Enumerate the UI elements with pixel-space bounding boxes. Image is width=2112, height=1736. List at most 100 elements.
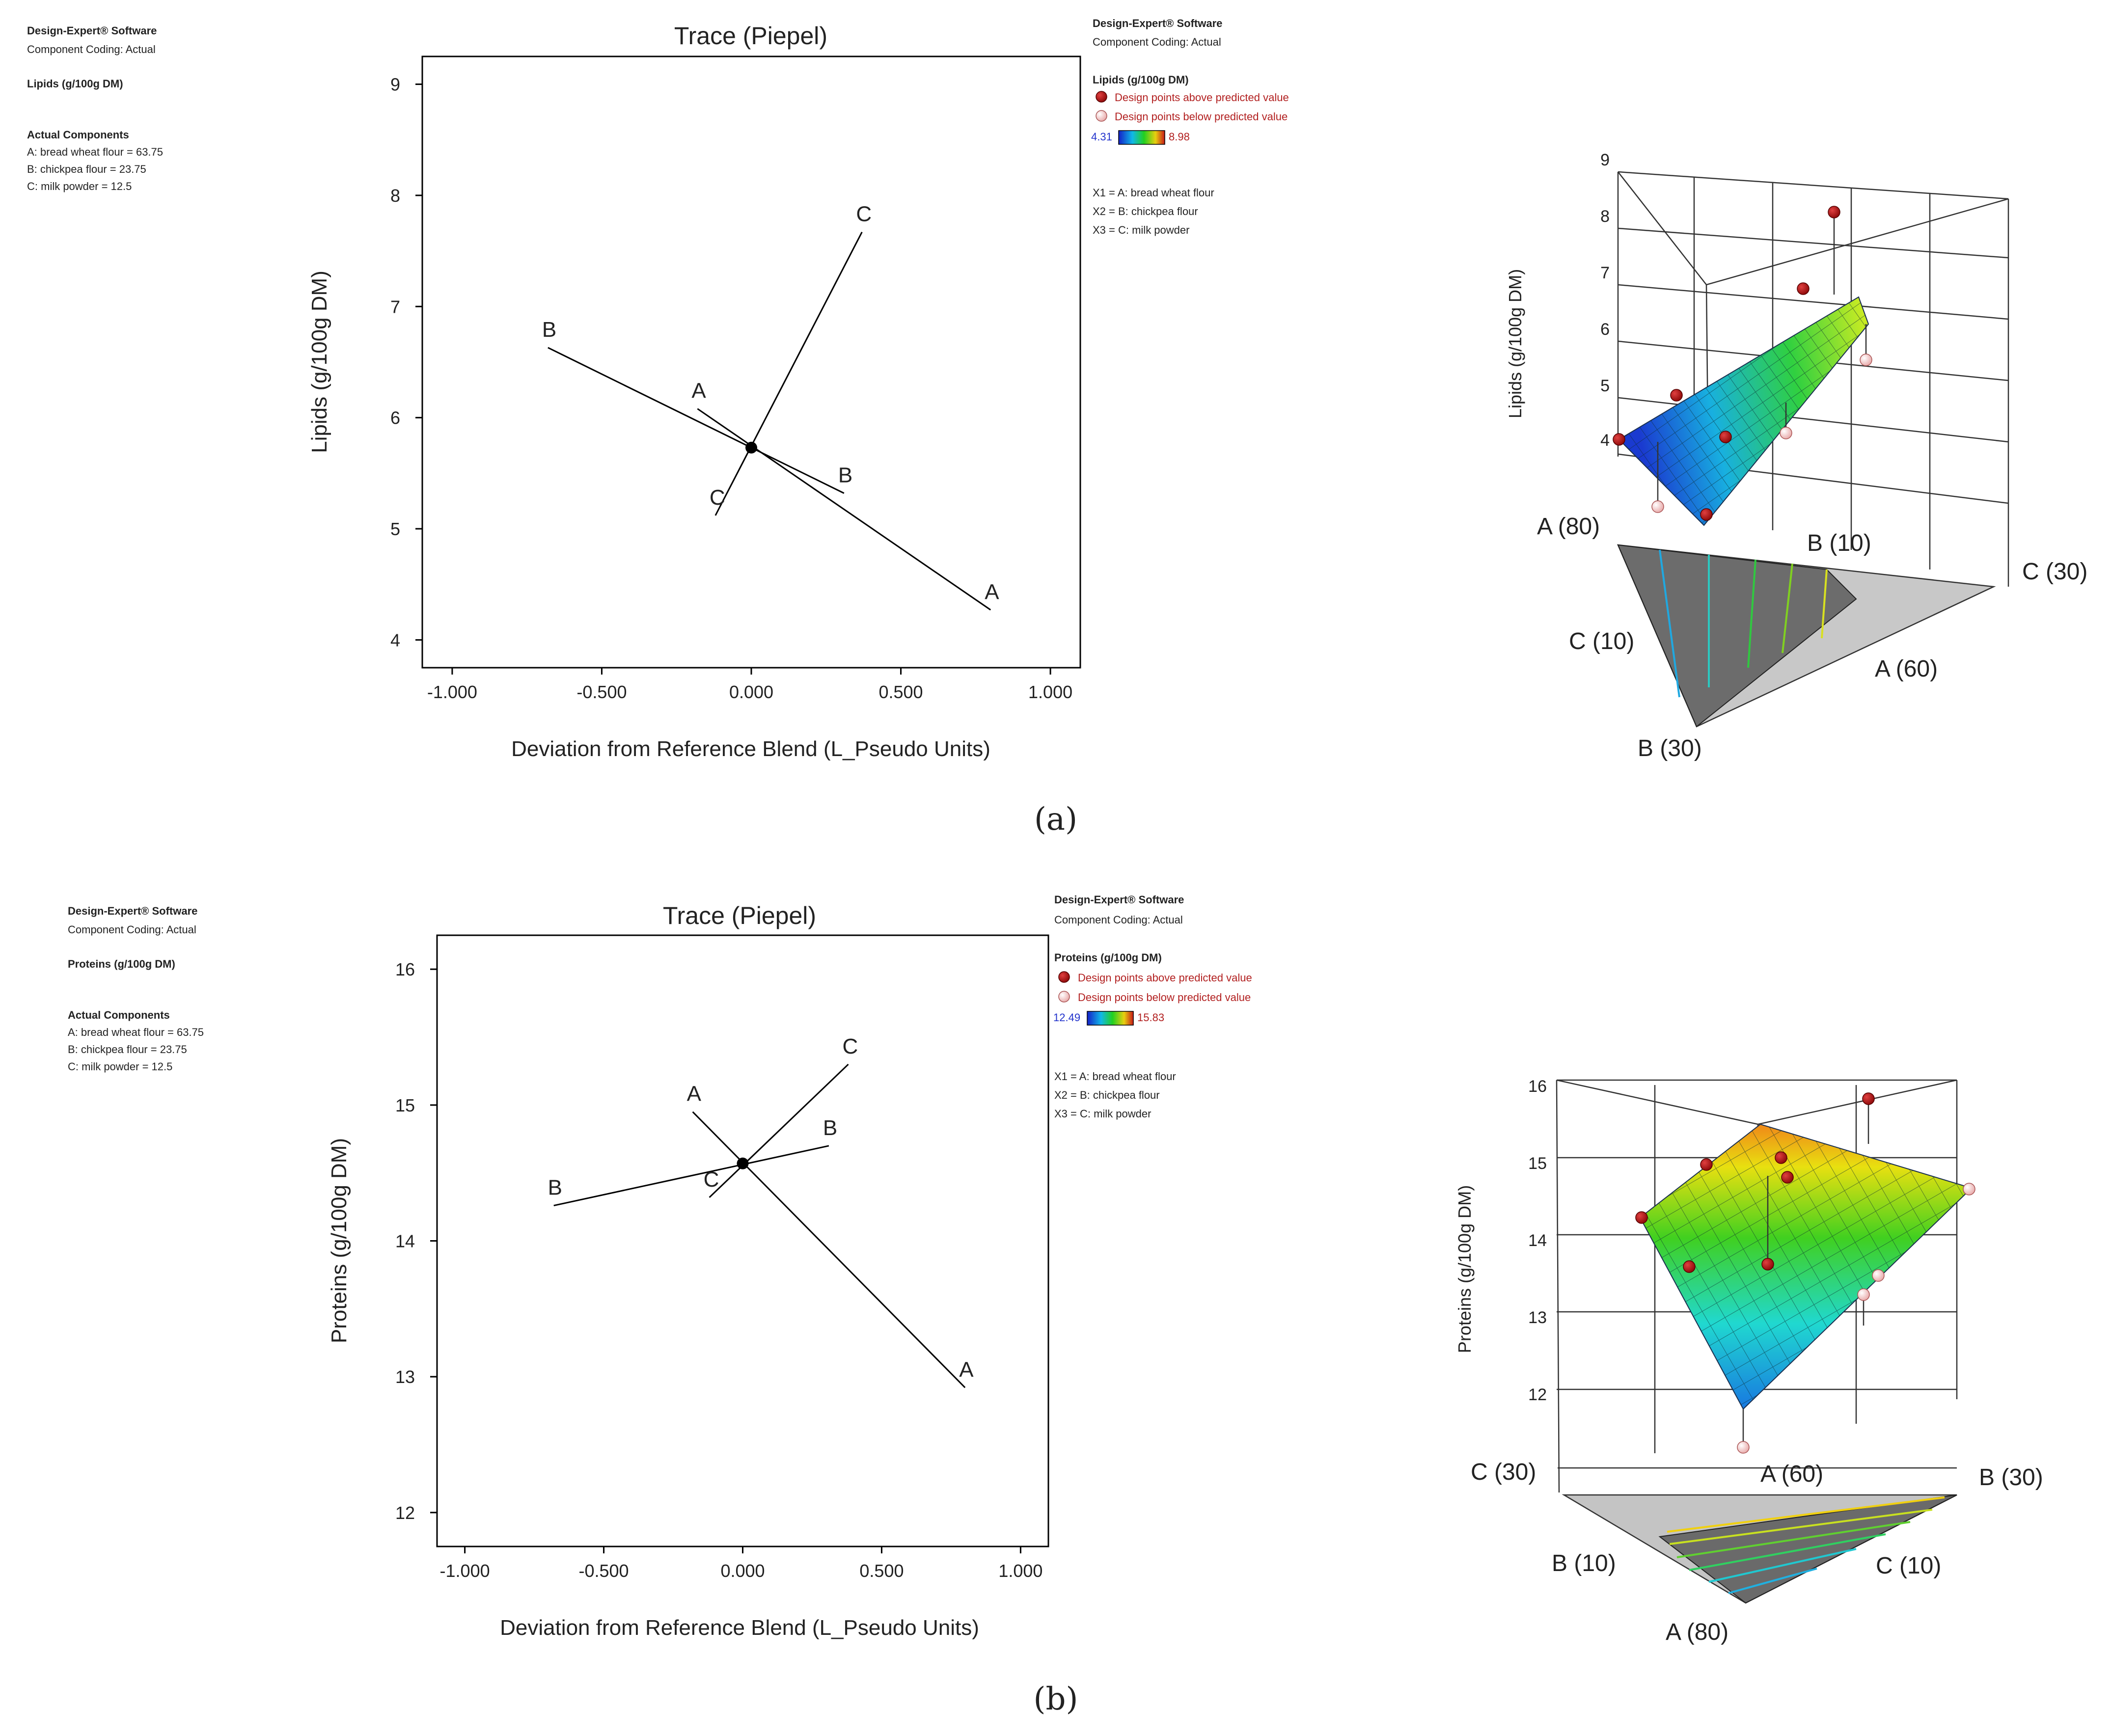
design-point: [1780, 427, 1792, 439]
surface-plot-b: 12 13 14 15 16 Proteins (g/100g DM) C (3…: [1454, 1077, 2043, 1645]
design-point: [1963, 1183, 1975, 1195]
z-tick-a: 5: [1600, 377, 1610, 395]
x-axis-label-b: Deviation from Reference Blend (L_Pseudo…: [500, 1616, 979, 1640]
y-tick-label: 16: [395, 959, 415, 979]
z-tick-b: 14: [1528, 1231, 1547, 1250]
trace-end-label: C: [704, 1167, 719, 1192]
component-a-value: A: bread wheat flour = 63.75: [27, 146, 163, 158]
z-tick-a: 8: [1600, 207, 1610, 226]
y-tick-label: 14: [395, 1231, 415, 1251]
software-name: Design-Expert® Software: [68, 905, 197, 917]
design-point: [1700, 508, 1713, 521]
z-tick-b: 16: [1528, 1077, 1547, 1096]
design-point: [1670, 389, 1683, 402]
y-axis-label-b: Proteins (g/100g DM): [327, 1138, 351, 1343]
design-point: [1828, 206, 1840, 218]
coding-label: Component Coding: Actual: [68, 923, 196, 936]
design-point: [1700, 1158, 1713, 1171]
trace-end-label: A: [687, 1082, 702, 1106]
surface-plot-a: 4 5 6 7 8 9 Lipids (g/100g DM) A (80) B …: [1505, 151, 2087, 761]
design-point: [1761, 1258, 1774, 1271]
legend-software-a: Design-Expert® Software: [1093, 17, 1222, 29]
coding-label: Component Coding: Actual: [27, 43, 156, 55]
vertex-label-a: A (60): [1875, 656, 1938, 682]
vertex-label-b: C (30): [1471, 1459, 1536, 1485]
legend-min-b: 12.49: [1053, 1011, 1080, 1024]
response-label: Lipids (g/100g DM): [27, 78, 123, 90]
legend-coding-a: Component Coding: Actual: [1093, 36, 1221, 48]
below-marker-icon: [1096, 110, 1107, 122]
trace-end-label: B: [548, 1176, 562, 1200]
trace-end-label: A: [959, 1357, 974, 1382]
design-point: [1775, 1151, 1787, 1164]
vertex-label-b: B (10): [1552, 1550, 1616, 1576]
reference-blend-point: [745, 441, 757, 454]
trace-line-c: [709, 1063, 849, 1198]
actual-components-heading: Actual Components: [27, 129, 129, 141]
trace-end-label: B: [542, 318, 556, 342]
y-tick-label: 7: [390, 297, 400, 317]
trace-plot-a: Trace (Piepel) Deviation from Reference …: [307, 22, 1081, 761]
design-points-b: [1635, 1092, 1975, 1454]
vertex-label-a: C (10): [1569, 628, 1634, 654]
legend-software-b: Design-Expert® Software: [1054, 894, 1184, 906]
design-point: [1872, 1269, 1885, 1282]
trace-line-a: [692, 1111, 966, 1388]
surface-mesh-b: [1640, 1124, 1972, 1409]
vertex-label-a: B (30): [1638, 735, 1702, 761]
x-tick-label: 0.000: [720, 1561, 765, 1581]
component-a-value: A: bread wheat flour = 63.75: [68, 1026, 204, 1038]
design-point: [1862, 1092, 1875, 1105]
trace-line-b: [553, 1145, 829, 1207]
z-tick-b: 13: [1528, 1308, 1547, 1327]
design-point: [1651, 500, 1664, 513]
y-tick-label: 9: [390, 75, 400, 95]
panel-label-a: (a): [1034, 801, 1077, 838]
x-tick-label: 0.500: [878, 682, 923, 702]
vertex-label-a: C (30): [2022, 559, 2087, 585]
x-axis-label-a: Deviation from Reference Blend (L_Pseudo…: [511, 737, 990, 761]
plot-frame-b: [436, 934, 1049, 1547]
legend-max-b: 15.83: [1137, 1011, 1164, 1024]
legend-response-a: Lipids (g/100g DM): [1093, 74, 1189, 86]
trace-end-label: B: [838, 463, 852, 488]
design-point: [1683, 1260, 1696, 1273]
legend-b: Design-Expert® Software Component Coding…: [1053, 894, 1252, 1120]
response-label: Proteins (g/100g DM): [68, 958, 175, 970]
trace-title-b: Trace (Piepel): [663, 902, 816, 929]
legend-above-a: Design points above predicted value: [1115, 91, 1289, 104]
panel-label-b: (b): [1034, 1681, 1078, 1717]
trace-end-label: A: [985, 580, 999, 604]
trace-end-label: B: [823, 1116, 837, 1140]
y-tick-label: 15: [395, 1095, 415, 1115]
panel-b-notes: Design-Expert® Software Component Coding…: [68, 905, 204, 1073]
vertex-label-b: B (30): [1979, 1465, 2043, 1491]
z-tick-b: 12: [1528, 1385, 1547, 1404]
component-c-value: C: milk powder = 12.5: [68, 1060, 172, 1073]
design-point: [1635, 1211, 1648, 1224]
legend-a: Design-Expert® Software Component Coding…: [1091, 17, 1289, 236]
x-tick-label: 0.000: [729, 682, 773, 702]
vertex-label-a: A (80): [1537, 514, 1600, 540]
vertex-label-b: A (60): [1760, 1461, 1823, 1487]
z-axis-label-b: Proteins (g/100g DM): [1454, 1185, 1475, 1353]
legend-response-b: Proteins (g/100g DM): [1054, 951, 1162, 964]
design-point: [1857, 1288, 1870, 1301]
x-tick-label: 1.000: [1028, 682, 1072, 702]
y-tick-label: 13: [395, 1367, 415, 1387]
z-tick-a: 9: [1600, 151, 1610, 169]
x3-def-b: X3 = C: milk powder: [1054, 1108, 1151, 1120]
x2-def-a: X2 = B: chickpea flour: [1093, 205, 1198, 217]
x-tick-label: -1.000: [427, 682, 477, 702]
z-tick-a: 4: [1600, 431, 1610, 450]
trace-end-label: C: [710, 486, 725, 510]
design-point: [1613, 433, 1625, 446]
trace-marks-b: -1.000 -0.500 0.000 0.500 1.000 12 13 14 15 16 A A B…: [395, 959, 1043, 1581]
surface-mesh-a: [1619, 297, 1868, 525]
design-points-a: [1613, 206, 1872, 521]
x-tick-label: -0.500: [579, 1561, 629, 1581]
z-tick-a: 6: [1600, 320, 1610, 339]
x-tick-label: 0.500: [859, 1561, 904, 1581]
y-tick-label: 5: [390, 519, 400, 539]
legend-max-a: 8.98: [1169, 131, 1190, 143]
